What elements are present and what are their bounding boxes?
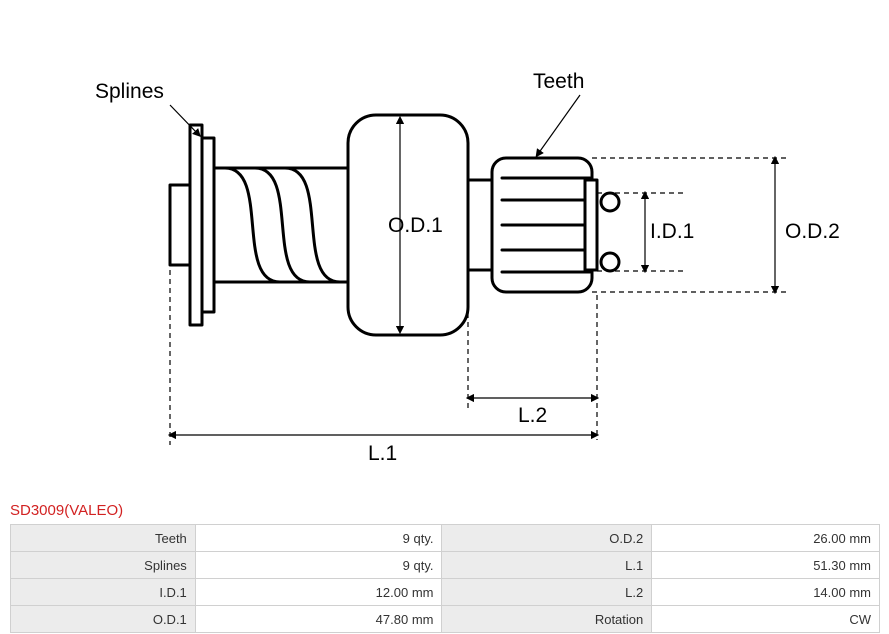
spec-value: 12.00 mm [195, 579, 442, 606]
diagram-svg: Splines Teeth O.D.1 I.D.1 O.D.2 L.2 L.1 [70, 60, 850, 480]
label-splines: Splines [95, 80, 164, 103]
spec-value: 9 qty. [195, 525, 442, 552]
label-od1: O.D.1 [388, 214, 443, 237]
spec-value: 51.30 mm [652, 552, 880, 579]
part-title: SD3009(VALEO) [10, 502, 123, 519]
spec-value: 14.00 mm [652, 579, 880, 606]
table-row: O.D.1 47.80 mm Rotation CW [11, 606, 880, 633]
spec-label: Splines [11, 552, 196, 579]
spec-table-body: Teeth 9 qty. O.D.2 26.00 mm Splines 9 qt… [11, 525, 880, 633]
spec-table: Teeth 9 qty. O.D.2 26.00 mm Splines 9 qt… [10, 524, 880, 633]
label-l1: L.1 [368, 442, 397, 465]
label-id1: I.D.1 [650, 220, 694, 243]
table-row: I.D.1 12.00 mm L.2 14.00 mm [11, 579, 880, 606]
spec-label: Rotation [442, 606, 652, 633]
spec-value: 47.80 mm [195, 606, 442, 633]
table-row: Teeth 9 qty. O.D.2 26.00 mm [11, 525, 880, 552]
label-l2: L.2 [518, 404, 547, 427]
spec-label: L.1 [442, 552, 652, 579]
spec-label: I.D.1 [11, 579, 196, 606]
spec-value: 9 qty. [195, 552, 442, 579]
label-teeth: Teeth [533, 70, 584, 93]
spec-label: Teeth [11, 525, 196, 552]
technical-diagram: Splines Teeth O.D.1 I.D.1 O.D.2 L.2 L.1 [70, 60, 850, 480]
spec-value: 26.00 mm [652, 525, 880, 552]
spec-label: O.D.2 [442, 525, 652, 552]
spec-value: CW [652, 606, 880, 633]
spec-label: L.2 [442, 579, 652, 606]
label-od2: O.D.2 [785, 220, 840, 243]
table-row: Splines 9 qty. L.1 51.30 mm [11, 552, 880, 579]
spec-label: O.D.1 [11, 606, 196, 633]
